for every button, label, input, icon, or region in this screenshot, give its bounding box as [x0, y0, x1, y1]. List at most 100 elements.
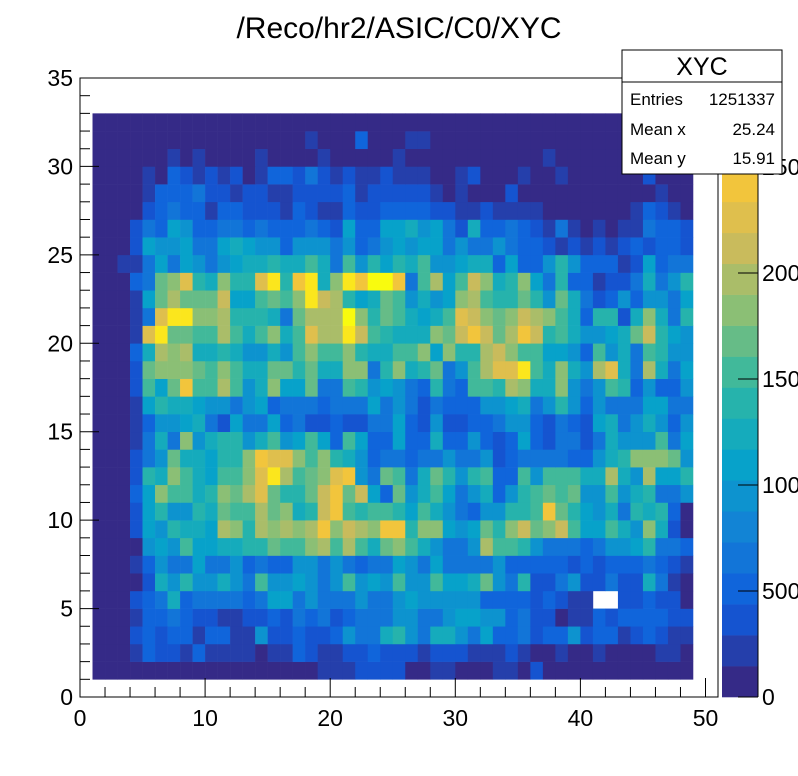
heatmap-cell: [667, 414, 681, 433]
heatmap-cell: [505, 431, 519, 450]
heatmap-cell: [567, 343, 581, 362]
heatmap-cell: [667, 378, 681, 397]
heatmap-cell: [442, 555, 456, 574]
heatmap-cell: [117, 148, 131, 167]
heatmap-cell: [180, 573, 193, 592]
heatmap-cell: [592, 184, 606, 203]
heatmap-cell: [317, 166, 331, 185]
heatmap-cell: [255, 520, 268, 539]
heatmap-cell: [567, 219, 581, 238]
heatmap-cell: [305, 166, 318, 185]
heatmap-cell: [92, 272, 106, 291]
heatmap-cell: [305, 520, 318, 539]
heatmap-cell: [517, 449, 531, 468]
heatmap-cell: [392, 237, 406, 256]
heatmap-cell: [442, 396, 456, 415]
heatmap-cell: [255, 573, 268, 592]
heatmap-cell: [242, 626, 256, 645]
heatmap-cell: [417, 626, 431, 645]
heatmap-cell: [280, 360, 293, 379]
heatmap-cell: [592, 343, 606, 362]
heatmap-cell: [455, 643, 469, 662]
heatmap-cell: [655, 431, 669, 450]
heatmap-cell: [167, 520, 181, 539]
heatmap-cell: [255, 201, 268, 220]
heatmap-cell: [417, 113, 431, 132]
heatmap-cell: [217, 537, 231, 556]
heatmap-cell: [367, 378, 381, 397]
heatmap-cell: [392, 537, 406, 556]
heatmap-cell: [592, 626, 606, 645]
heatmap-cell: [480, 590, 494, 609]
heatmap-cell: [592, 166, 606, 185]
heatmap-cell: [430, 449, 444, 468]
heatmap-cell: [530, 555, 544, 574]
heatmap-cell: [492, 131, 506, 150]
heatmap-cell: [192, 254, 206, 273]
heatmap-cell: [380, 520, 394, 539]
heatmap-cell: [642, 502, 656, 521]
heatmap-cell: [230, 219, 243, 238]
heatmap-cell: [330, 113, 344, 132]
heatmap-cell: [167, 254, 181, 273]
heatmap-cell: [430, 360, 444, 379]
heatmap-cell: [217, 431, 231, 450]
heatmap-cell: [305, 254, 318, 273]
heatmap-cell: [130, 131, 143, 150]
heatmap-cell: [580, 360, 594, 379]
heatmap-cell: [630, 573, 644, 592]
heatmap-cell: [655, 290, 669, 309]
heatmap-cell: [630, 272, 644, 291]
heatmap-cell: [330, 219, 344, 238]
heatmap-cell: [280, 431, 293, 450]
heatmap-cell: [342, 502, 356, 521]
heatmap-cell: [517, 414, 531, 433]
heatmap-cell: [480, 396, 494, 415]
heatmap-cell: [517, 113, 531, 132]
heatmap-cell: [580, 467, 594, 486]
heatmap-cell: [617, 343, 631, 362]
heatmap-cell: [342, 325, 356, 344]
heatmap-cell: [242, 166, 256, 185]
heatmap-cell: [605, 148, 619, 167]
heatmap-cell: [330, 590, 344, 609]
heatmap-cell: [255, 325, 268, 344]
heatmap-cell: [230, 502, 243, 521]
heatmap-cell: [567, 131, 581, 150]
heatmap-cell: [605, 237, 619, 256]
heatmap-cell: [280, 254, 293, 273]
heatmap-cell: [430, 378, 444, 397]
heatmap-cell: [617, 307, 631, 326]
heatmap-cell: [117, 131, 131, 150]
heatmap-cell: [267, 325, 281, 344]
heatmap-cell: [217, 290, 231, 309]
heatmap-cell: [92, 555, 106, 574]
heatmap-cell: [330, 573, 344, 592]
heatmap-cell: [205, 414, 218, 433]
heatmap-cell: [580, 643, 594, 662]
heatmap-cell: [392, 378, 406, 397]
heatmap-cell: [180, 608, 193, 627]
heatmap-cell: [680, 325, 694, 344]
heatmap-cell: [430, 131, 444, 150]
heatmap-cells: [92, 113, 694, 680]
heatmap-cell: [142, 325, 156, 344]
heatmap-cell: [267, 555, 281, 574]
heatmap-cell: [667, 467, 681, 486]
heatmap-cell: [655, 219, 669, 238]
heatmap-cell: [355, 113, 369, 132]
heatmap-cell: [530, 643, 544, 662]
y-tick-label: 20: [47, 330, 73, 356]
heatmap-cell: [142, 502, 156, 521]
heatmap-cell: [567, 378, 581, 397]
heatmap-cell: [205, 626, 218, 645]
heatmap-cell: [355, 449, 369, 468]
palette-band: [722, 325, 758, 357]
heatmap-cell: [442, 272, 456, 291]
heatmap-cell: [442, 573, 456, 592]
heatmap-cell: [292, 307, 306, 326]
heatmap-cell: [480, 131, 494, 150]
heatmap-cell: [155, 290, 168, 309]
heatmap-cell: [480, 608, 494, 627]
heatmap-cell: [542, 431, 556, 450]
